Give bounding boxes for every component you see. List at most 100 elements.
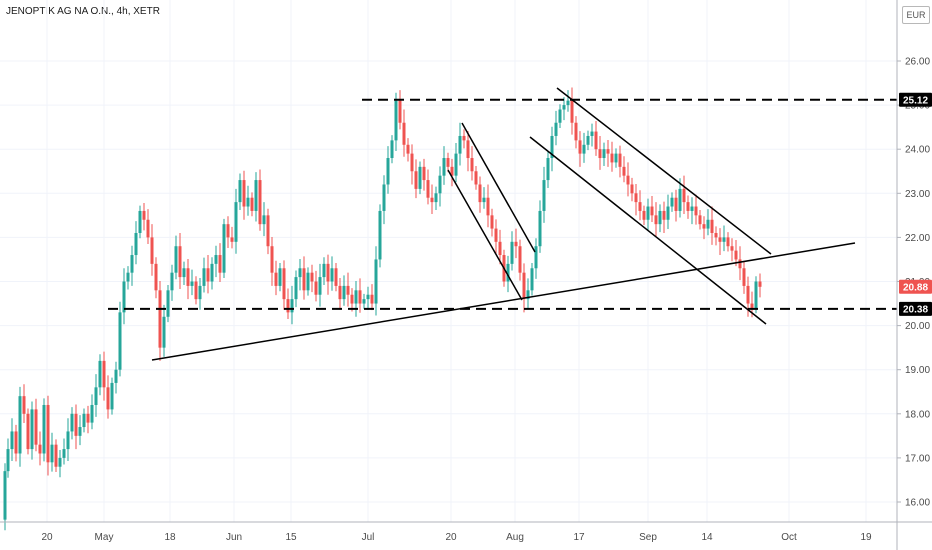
candle-body — [334, 268, 338, 286]
time-tick-label: Jul — [362, 532, 375, 543]
candle-body — [114, 369, 118, 383]
candle-body — [658, 210, 662, 225]
candle-body — [294, 277, 298, 300]
candle-body — [530, 268, 534, 291]
candle-body — [74, 413, 78, 436]
candle-body — [22, 396, 26, 414]
candle-body — [70, 413, 74, 432]
price-badges: 25.12 20.88 20.38 — [899, 92, 932, 316]
price-tick-label: 20.00 — [905, 321, 930, 332]
price-tick-label: 23.00 — [905, 189, 930, 200]
candle-body — [282, 268, 286, 300]
candle-body — [222, 224, 226, 273]
candle-body — [470, 158, 474, 172]
candle-body — [494, 228, 498, 242]
time-tick-label: 20 — [445, 532, 457, 543]
candle-body — [214, 255, 218, 264]
candle-body — [150, 237, 154, 264]
candle-body — [134, 232, 138, 256]
time-tick-label: 15 — [285, 532, 297, 543]
chart-title: JENOPTIK AG NA O.N., 4h, XETR — [6, 6, 160, 17]
candle-body — [666, 206, 670, 220]
candle-body — [246, 197, 250, 207]
candle-body — [102, 360, 106, 388]
candle-body — [50, 444, 54, 463]
channel-upper-line-2 — [556, 87, 772, 255]
candle-body — [154, 263, 158, 291]
candle-body — [718, 237, 722, 242]
candle-body — [374, 259, 378, 304]
candle-body — [410, 153, 414, 172]
candle-body — [422, 166, 426, 181]
candle-body — [146, 219, 150, 238]
candle-body — [738, 259, 742, 269]
time-tick-label: Oct — [781, 532, 797, 543]
candle-body — [742, 268, 746, 286]
candle-body — [714, 232, 718, 238]
trendline-drawings — [108, 87, 897, 361]
time-tick-label: 14 — [701, 532, 713, 543]
candle-body — [418, 166, 422, 189]
candle-body — [10, 431, 14, 450]
candle-body — [250, 197, 254, 211]
candle-body — [98, 360, 102, 388]
candle-body — [342, 285, 346, 300]
candle-body — [86, 413, 90, 423]
candle-body — [466, 140, 470, 159]
candle-body — [554, 122, 558, 136]
candle-body — [702, 224, 706, 229]
candle-body — [3, 471, 7, 520]
candle-body — [218, 255, 222, 273]
candle-body — [258, 180, 262, 225]
candle-body — [754, 281, 758, 308]
candle-body — [722, 237, 726, 242]
candle-body — [526, 290, 530, 300]
candle-body — [38, 444, 42, 454]
candle-body — [646, 206, 650, 220]
candle-body — [586, 135, 590, 145]
candle-body — [34, 409, 38, 445]
candle-body — [482, 197, 486, 203]
candle-body — [662, 210, 666, 220]
candle-body — [82, 413, 86, 428]
candle-body — [78, 427, 82, 436]
candle-body — [594, 131, 598, 150]
candle-body — [542, 180, 546, 211]
candle-body — [130, 255, 134, 273]
candle-body — [566, 100, 570, 106]
candle-body — [394, 100, 398, 141]
candle-body — [390, 140, 394, 159]
candle-body — [450, 166, 454, 176]
price-badge — [899, 92, 932, 107]
candle-body — [234, 202, 238, 242]
candle-body — [518, 246, 522, 273]
candle-body — [186, 268, 190, 286]
candle-body — [302, 268, 306, 291]
candle-body — [90, 404, 94, 423]
candle-body — [126, 272, 130, 282]
candle-body — [538, 210, 542, 247]
candle-body — [514, 241, 518, 247]
candle-body — [198, 285, 202, 300]
candle-body — [158, 290, 162, 348]
time-tick-label: May — [95, 532, 114, 543]
price-tick-label: 24.00 — [905, 145, 930, 156]
candle-body — [314, 281, 318, 295]
candle-body — [590, 131, 594, 136]
candle-body — [506, 263, 510, 282]
candle-body — [654, 215, 658, 225]
candle-body — [254, 180, 258, 211]
candle-body — [534, 246, 538, 269]
price-tick-label: 17.00 — [905, 453, 930, 464]
candle-body — [638, 202, 642, 211]
candle-body — [582, 144, 586, 154]
candle-body — [202, 268, 206, 286]
candle-body — [490, 215, 494, 229]
candle-body — [142, 210, 146, 220]
candle-body — [574, 122, 578, 141]
candle-body — [326, 263, 330, 282]
candle-body — [162, 316, 166, 348]
currency-button[interactable]: EUR — [902, 6, 930, 24]
candle-body — [306, 272, 310, 291]
